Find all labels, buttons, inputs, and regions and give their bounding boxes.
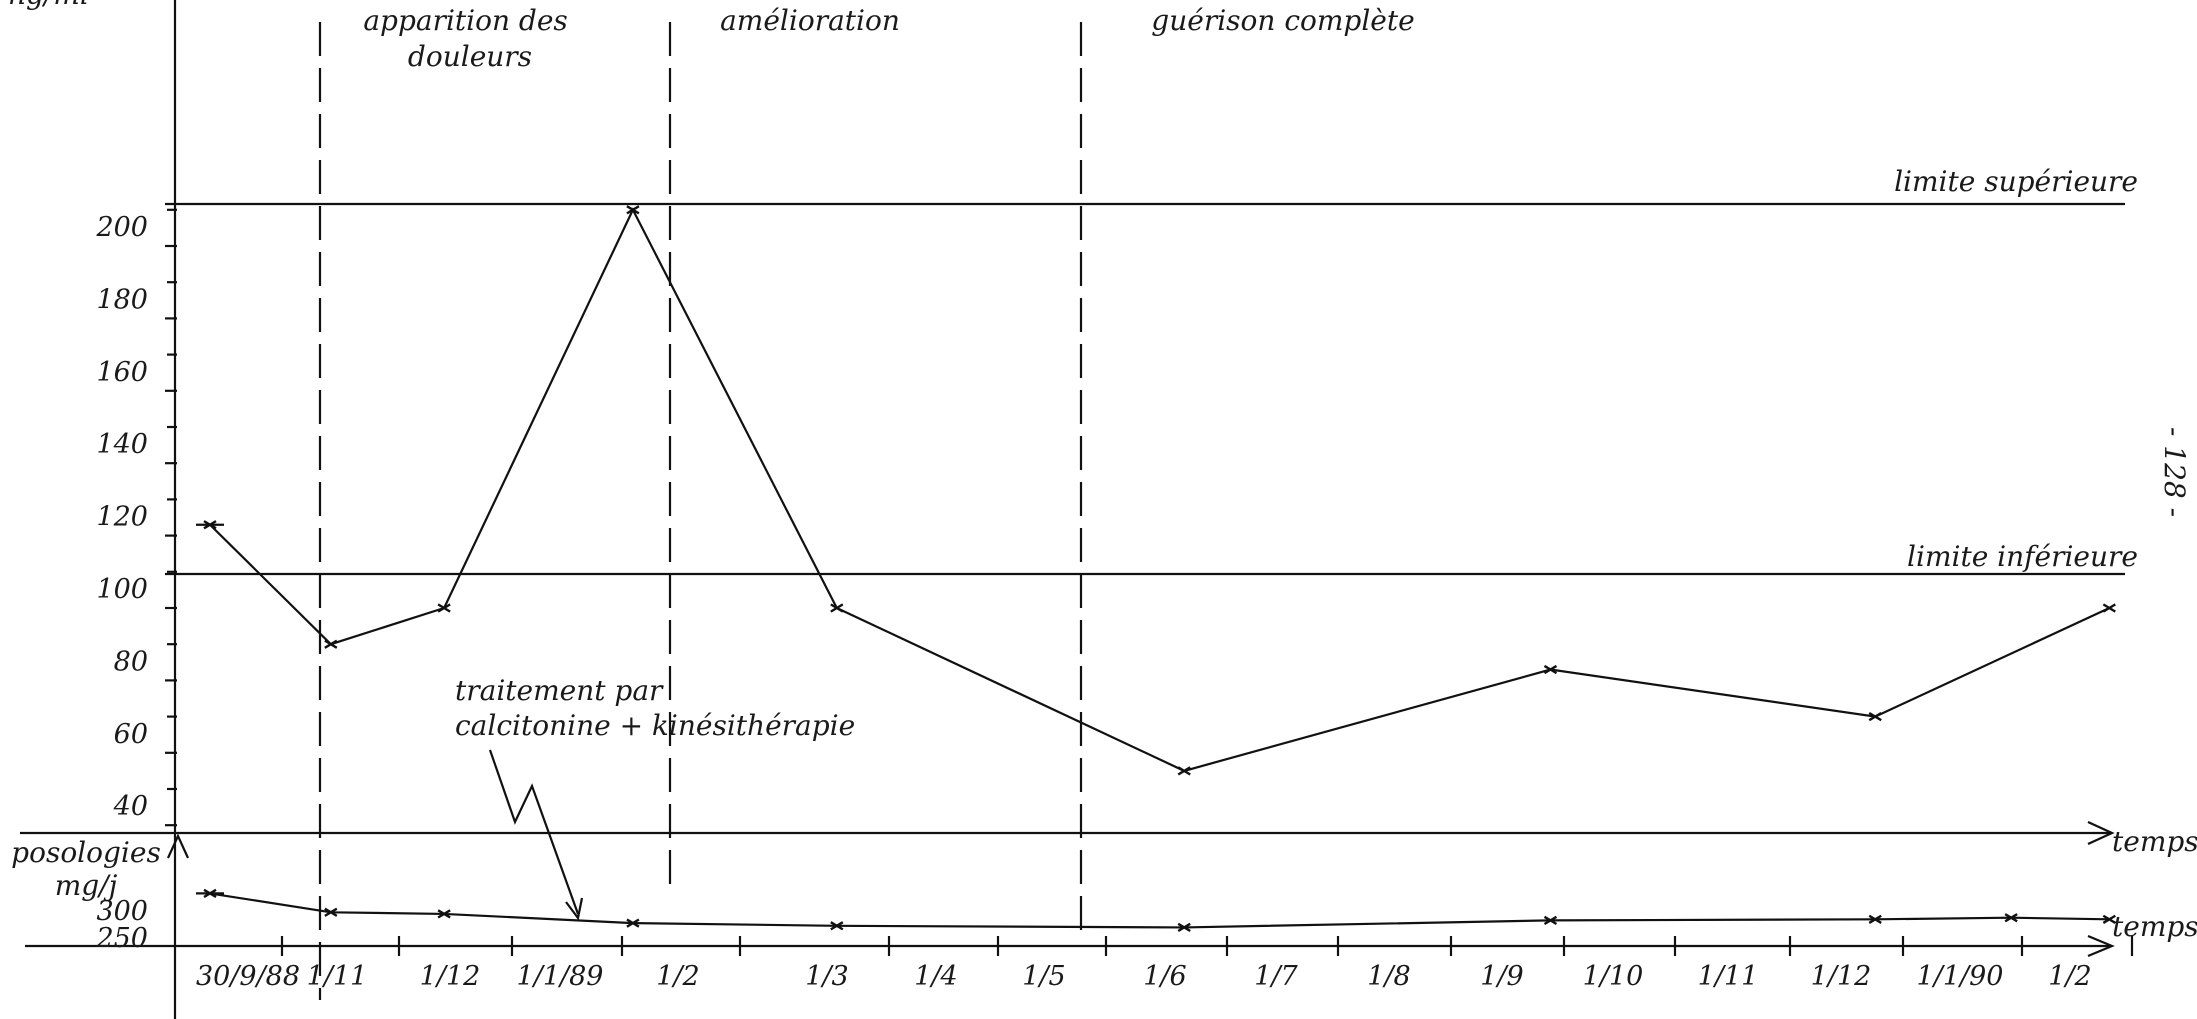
calcitonin-series-point — [1177, 766, 1191, 776]
y-tick-label: 120 — [96, 502, 148, 533]
x-tick-label: 1/10 — [1583, 961, 1644, 992]
dosage-tick-250: 250 — [95, 923, 148, 954]
x-ticks: 30/9/88 1/11 1/12 1/1/89 1/2 1/3 1/4 1/5 1/6 1/7 1… — [196, 936, 2134, 992]
dosage-tick-300: 300 — [96, 896, 148, 927]
y-tick-label: 60 — [114, 719, 148, 750]
x-tick-label: 1/1/90 — [1917, 961, 2004, 992]
y-tick-label: 140 — [96, 429, 148, 460]
x-tick-label: 1/6 — [1143, 961, 1186, 992]
x-tick-label: 1/2 — [656, 961, 699, 992]
time-axis-bottom-arrow — [2087, 934, 2115, 958]
calcitonin-series-point — [626, 205, 640, 215]
x-tick-label: 30/9/88 — [196, 961, 300, 992]
y-tick-label: 100 — [96, 574, 148, 605]
x-tick-label: 1/11 — [1698, 961, 1759, 992]
x-tick-label: 1/11 — [307, 961, 368, 992]
dosage-series-point — [626, 918, 640, 928]
phase-label-douleurs: apparition des douleurs — [363, 4, 576, 73]
calcitonin-series-point — [437, 603, 451, 613]
dosage-series-point — [830, 921, 844, 931]
annotation-arrowhead — [565, 897, 584, 921]
time-axis-bottom-label: temps — [2112, 910, 2197, 943]
x-tick-label: 1/2 — [2048, 961, 2091, 992]
dosage-ylabel-line2: mg/j — [55, 869, 118, 902]
annotation-line1: traitement par — [455, 674, 664, 707]
lower-limit-label: limite inférieure — [1907, 540, 2138, 573]
dosage-series-point — [1868, 914, 1882, 924]
y-tick-label: 80 — [114, 646, 148, 677]
phase-label-douleurs-line2: douleurs — [408, 40, 532, 73]
page-number: - 128 - — [2158, 427, 2191, 517]
dosage-series-point — [1543, 915, 1558, 926]
x-tick-label: 1/1/89 — [517, 961, 604, 992]
phase-label-guerison: guérison complète — [1151, 4, 1414, 37]
y-unit-label: ng/ml — [8, 0, 89, 11]
x-tick-label: 1/8 — [1367, 961, 1410, 992]
dosage-series-point — [324, 907, 338, 917]
phase-label-douleurs-line1: apparition des — [363, 4, 567, 37]
x-tick-label: 1/3 — [805, 961, 848, 992]
dosage-axis-arrow — [166, 833, 190, 859]
x-tick-label: 1/12 — [1811, 961, 1872, 992]
phase-label-amelioration: amélioration — [720, 4, 900, 37]
x-tick-label: 1/5 — [1022, 961, 1065, 992]
x-tick-label: 1/12 — [420, 961, 481, 992]
calcitonin-series-point — [2102, 603, 2116, 613]
annotation-pointer — [488, 749, 580, 915]
y-tick-label: 200 — [95, 212, 148, 243]
x-tick-label: 1/9 — [1480, 961, 1523, 992]
y-tick-label: 180 — [96, 284, 148, 315]
dosage-ylabel-line1: posologies — [11, 836, 161, 869]
time-axis-main-arrow — [2087, 821, 2115, 845]
annotation-line2: calcitonine + kinésithérapie — [455, 709, 855, 742]
dosage-series-line — [209, 892, 2110, 929]
dosage-series-point — [2102, 914, 2116, 924]
dosage-series-point — [2004, 913, 2018, 923]
calcitonin-series-point — [830, 603, 844, 613]
dosage-series-point — [1177, 922, 1191, 933]
calcitonin-series-point — [324, 639, 338, 649]
x-tick-label: 1/7 — [1254, 961, 1298, 992]
upper-limit-label: limite supérieure — [1894, 165, 2138, 198]
time-axis-main-label: temps — [2112, 825, 2197, 858]
dosage-series-point — [437, 909, 451, 919]
calcitonin-series-point — [1543, 664, 1558, 675]
y-tick-label: 40 — [113, 791, 148, 822]
series-layer — [196, 205, 2116, 933]
x-tick-label: 1/4 — [914, 961, 957, 992]
y-tick-label: 160 — [96, 357, 148, 388]
calcitonin-series-point — [1868, 711, 1882, 722]
y-ticks: 200 180 160 140 120 100 80 60 40 — [95, 208, 177, 827]
